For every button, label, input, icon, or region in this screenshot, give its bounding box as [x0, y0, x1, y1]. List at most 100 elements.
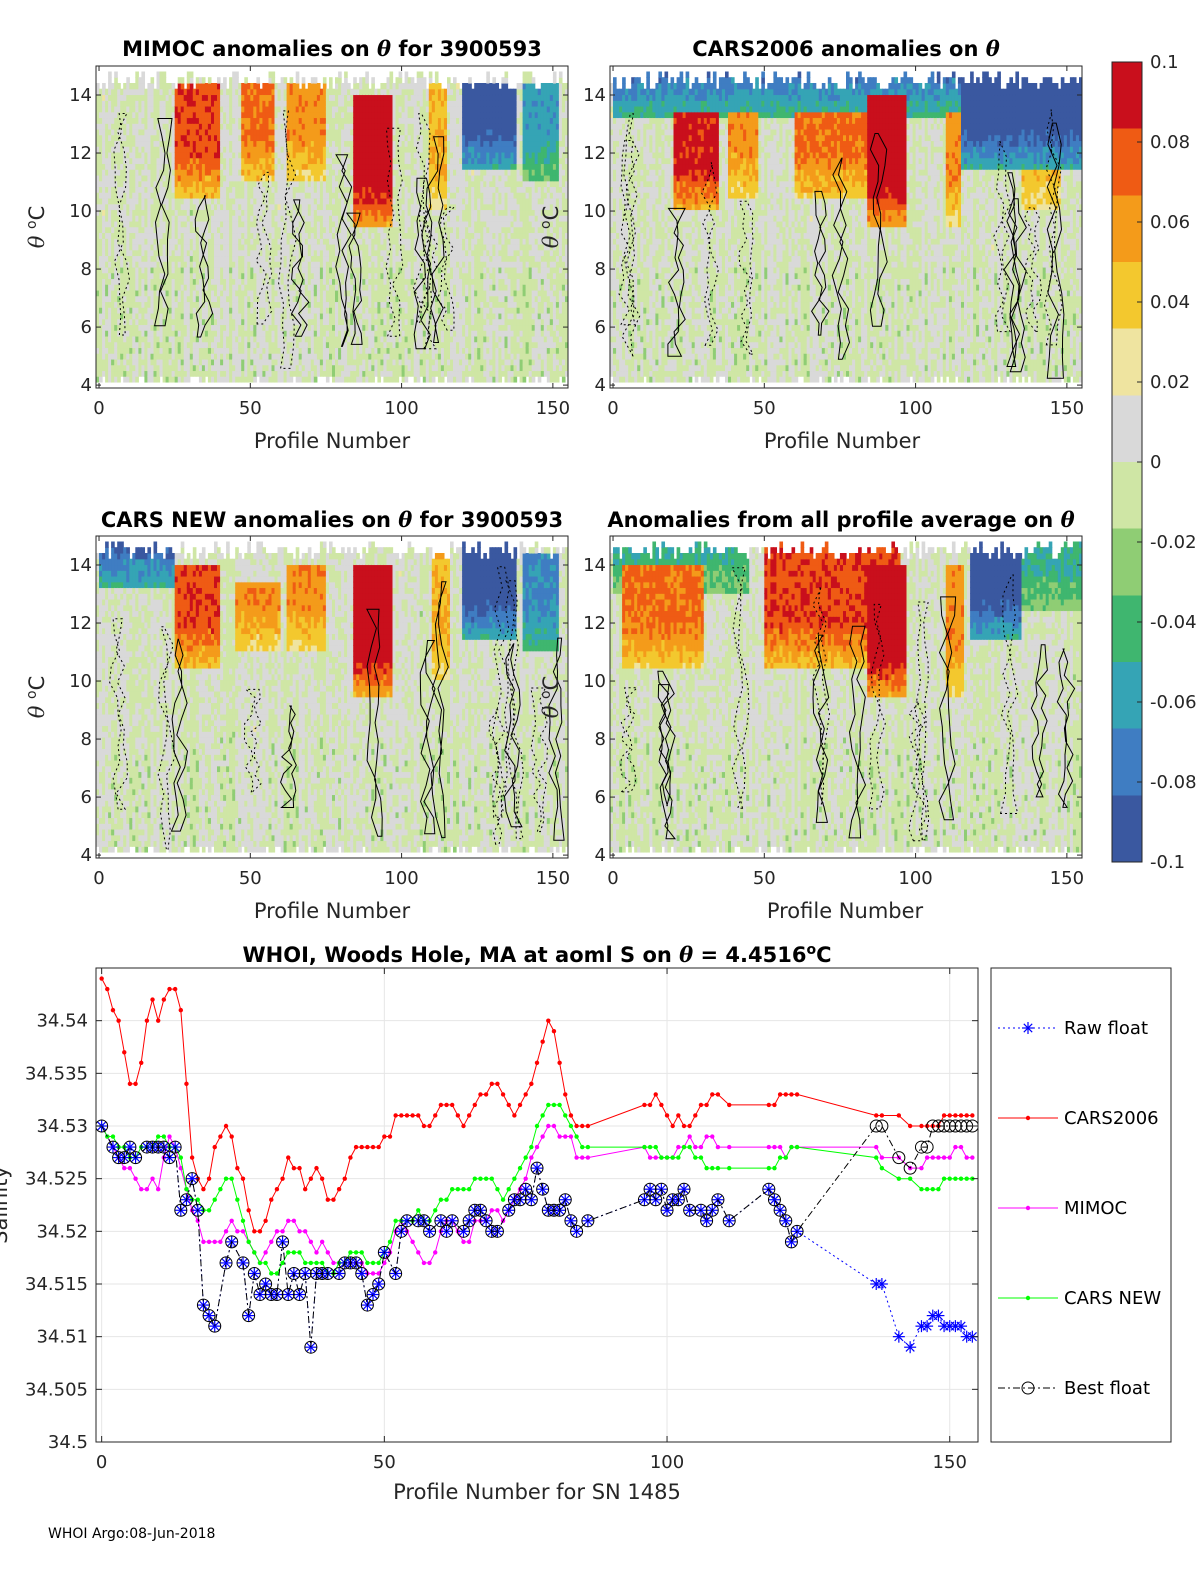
heatmap-cell: [316, 353, 321, 360]
heatmap-cell: [223, 353, 227, 360]
heatmap-cell: [156, 347, 161, 354]
heatmap-cell: [214, 353, 218, 360]
heatmap-cell: [171, 376, 176, 383]
heatmap-cell: [359, 301, 363, 308]
heatmap-cell: [247, 330, 251, 337]
heatmap-cell: [186, 203, 191, 211]
heatmap-cell: [247, 244, 251, 251]
heatmap-cell: [165, 226, 170, 234]
heatmap-cell: [277, 100, 282, 107]
heatmap-cell: [132, 117, 136, 124]
heatmap-cell: [356, 255, 360, 262]
heatmap-cell: [117, 226, 121, 234]
heatmap-cell: [114, 128, 118, 136]
heatmap-cell: [150, 77, 155, 84]
heatmap-cell: [310, 226, 315, 234]
heatmap-cell: [156, 198, 161, 205]
heatmap-cell: [204, 244, 209, 251]
heatmap-cell: [374, 169, 379, 176]
heatmap-cell: [280, 358, 285, 366]
heatmap-cell: [274, 169, 279, 176]
heatmap-cell: [268, 71, 273, 78]
heatmap-cell: [322, 289, 327, 297]
heatmap-cell: [108, 203, 112, 211]
heatmap-cell: [129, 192, 133, 199]
heatmap-cell: [283, 324, 288, 331]
heatmap-cell: [99, 289, 103, 297]
heatmap-cell: [307, 209, 312, 216]
heatmap-cell: [356, 376, 360, 383]
heatmap-cell: [241, 232, 245, 239]
heatmap-cell: [183, 232, 188, 239]
heatmap-cell: [292, 94, 297, 101]
heatmap-cell: [350, 226, 354, 234]
heatmap-cell: [159, 220, 164, 228]
heatmap-cell: [174, 88, 179, 96]
heatmap-cell: [111, 364, 115, 372]
heatmap-cell: [232, 186, 236, 193]
heatmap-cell: [353, 151, 357, 159]
heatmap-cell: [298, 146, 303, 153]
heatmap-cell: [304, 128, 309, 136]
heatmap-cell: [322, 203, 327, 211]
heatmap-cell: [241, 370, 245, 377]
heatmap-cell: [111, 192, 115, 199]
heatmap-cell: [307, 341, 312, 349]
heatmap-cell: [322, 123, 327, 130]
heatmap-cell: [105, 157, 109, 165]
heatmap-cell: [183, 301, 188, 308]
heatmap-cell: [141, 364, 146, 372]
heatmap-cell: [322, 169, 327, 176]
heatmap-cell: [214, 341, 218, 349]
heatmap-cell: [286, 324, 291, 331]
heatmap-cell: [244, 220, 248, 228]
heatmap-cell: [329, 278, 333, 285]
heatmap-cell: [241, 341, 245, 349]
heatmap-cell: [156, 266, 161, 274]
heatmap-cell: [374, 134, 379, 142]
heatmap-cell: [201, 220, 206, 228]
heatmap-cell: [353, 100, 357, 107]
heatmap-cell: [129, 134, 133, 142]
heatmap-cell: [114, 215, 118, 222]
heatmap-cell: [359, 370, 363, 377]
heatmap-cell: [313, 220, 318, 228]
heatmap-cell: [117, 163, 121, 170]
heatmap-cell: [129, 226, 133, 234]
heatmap-cell: [325, 203, 330, 211]
heatmap-cell: [298, 169, 303, 176]
heatmap-cell: [177, 295, 182, 303]
heatmap-cell: [123, 232, 127, 239]
heatmap-cell: [292, 151, 297, 159]
heatmap-cell: [274, 278, 279, 285]
heatmap-cell: [114, 353, 118, 360]
heatmap-cell: [289, 249, 294, 257]
heatmap-cell: [189, 364, 194, 372]
heatmap-cell: [96, 358, 100, 366]
heatmap-cell: [250, 266, 254, 274]
heatmap-cell: [204, 330, 209, 337]
heatmap-cell: [259, 151, 264, 159]
heatmap-cell: [168, 140, 173, 147]
heatmap-cell: [341, 335, 345, 343]
heatmap-cell: [96, 94, 100, 101]
heatmap-cell: [229, 347, 233, 354]
heatmap-cell: [253, 266, 257, 274]
heatmap-cell: [120, 238, 124, 245]
heatmap-cell: [244, 146, 248, 153]
heatmap-cell: [319, 94, 324, 101]
heatmap-cell: [211, 146, 215, 153]
heatmap-cell: [335, 255, 339, 262]
heatmap-cell: [141, 330, 146, 337]
heatmap-cell: [307, 353, 312, 360]
heatmap-cell: [256, 364, 261, 372]
heatmap-cell: [368, 180, 372, 188]
heatmap-cell: [132, 330, 136, 337]
heatmap-cell: [356, 261, 360, 268]
heatmap-cell: [268, 347, 273, 354]
heatmap-cell: [150, 100, 155, 107]
heatmap-cell: [174, 186, 179, 193]
heatmap-cell: [223, 180, 227, 188]
heatmap-cell: [319, 198, 324, 205]
heatmap-cell: [371, 192, 375, 199]
